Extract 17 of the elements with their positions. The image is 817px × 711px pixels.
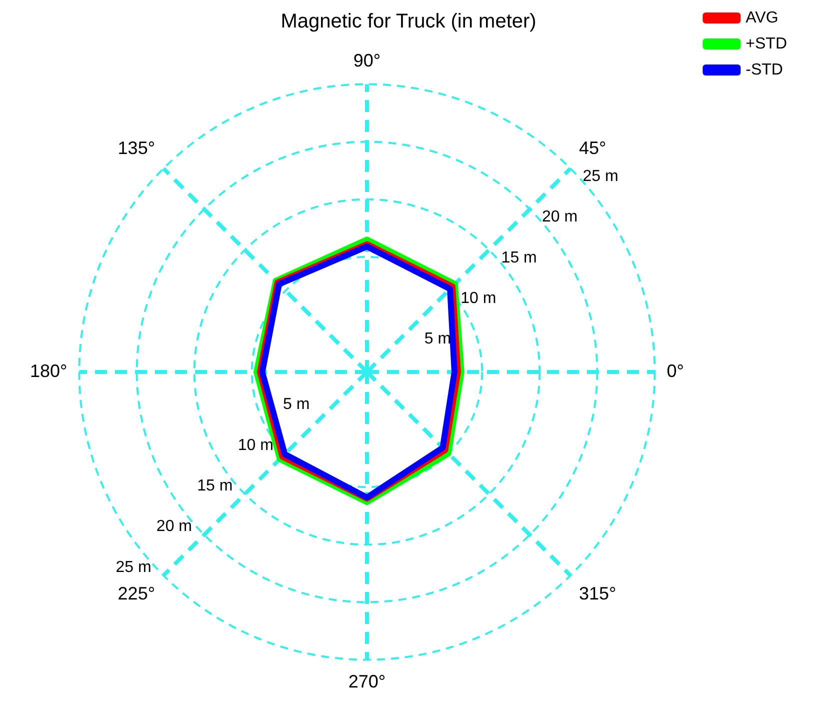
text: 5 m <box>424 330 452 348</box>
legend-label: -STD <box>746 61 783 78</box>
text: 15 m <box>501 249 537 266</box>
spoke-label: 90° <box>353 50 381 70</box>
spoke-label: 135° <box>118 138 156 158</box>
spoke-label: 45° <box>578 138 606 158</box>
spoke-label: 315° <box>578 584 616 604</box>
text: 25 m <box>582 168 618 185</box>
legend-label: AVG <box>746 9 778 26</box>
chart-title: Magnetic for Truck (in meter) <box>280 10 536 33</box>
spoke-label: 225° <box>118 584 156 604</box>
legend-label: +STD <box>746 35 787 52</box>
spoke-label: 270° <box>348 672 386 692</box>
text: 20 m <box>542 208 578 226</box>
spoke-label: 180° <box>30 360 68 381</box>
text: 10 m <box>460 290 496 308</box>
spoke-label: 0° <box>666 360 684 381</box>
